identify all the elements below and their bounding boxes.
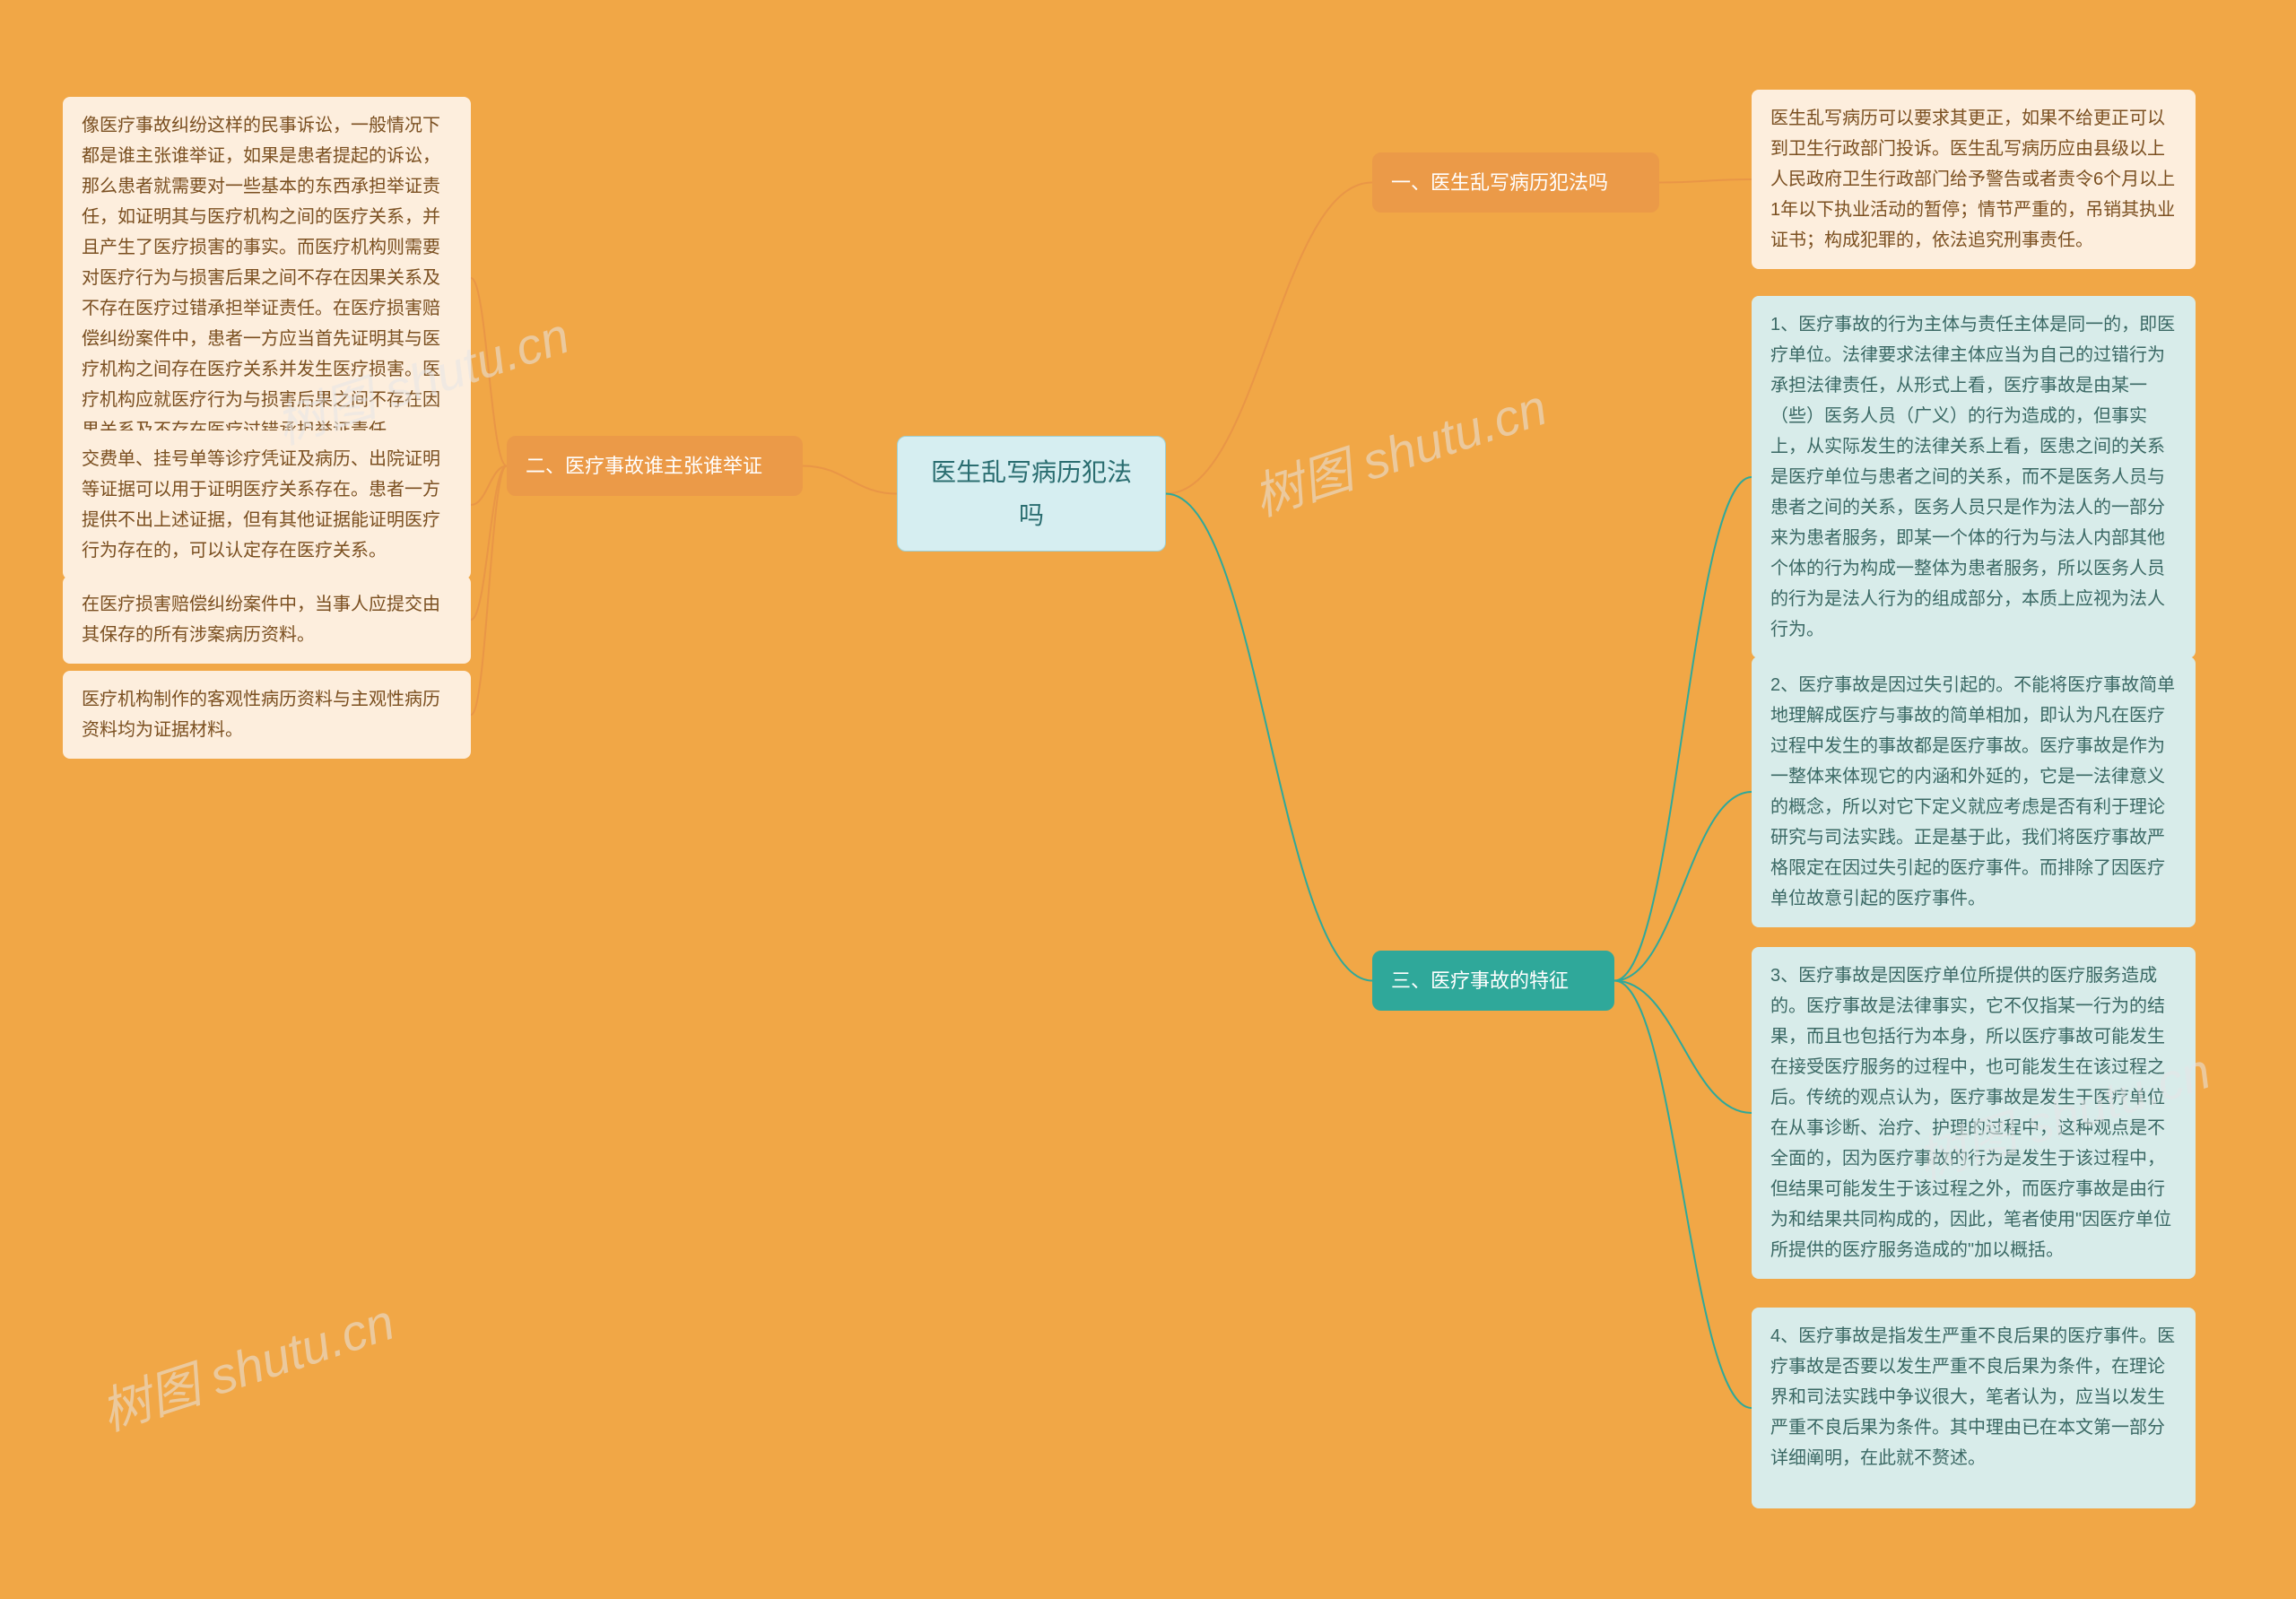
edge-b2-l2_2 xyxy=(471,466,507,506)
leaf-3-2-node[interactable]: 2、医疗事故是因过失引起的。不能将医疗事故简单地理解成医疗与事故的简单相加，即认… xyxy=(1752,656,2196,927)
leaf-3-2-text: 2、医疗事故是因过失引起的。不能将医疗事故简单地理解成医疗与事故的简单相加，即认… xyxy=(1770,675,2175,908)
branch-2-node[interactable]: 二、医疗事故谁主张谁举证 xyxy=(507,436,803,496)
branch-3-node[interactable]: 三、医疗事故的特征 xyxy=(1372,951,1614,1011)
edge-b3-l3_1 xyxy=(1614,477,1752,981)
edge-b2-l2_4 xyxy=(471,466,507,716)
leaf-3-4-text: 4、医疗事故是指发生严重不良后果的医疗事件。医疗事故是否要以发生严重不良后果为条… xyxy=(1770,1326,2175,1468)
branch-2-text: 二、医疗事故谁主张谁举证 xyxy=(526,455,762,477)
leaf-1-1-text: 医生乱写病历可以要求其更正，如果不给更正可以到卫生行政部门投诉。医生乱写病历应由… xyxy=(1770,109,2175,250)
leaf-2-1-node[interactable]: 像医疗事故纠纷这样的民事诉讼，一般情况下都是谁主张谁举证，如果是患者提起的诉讼，… xyxy=(63,97,471,459)
root-text: 医生乱写病历犯法吗 xyxy=(931,458,1132,529)
branch-1-node[interactable]: 一、医生乱写病历犯法吗 xyxy=(1372,152,1659,213)
leaf-2-2-text: 交费单、挂号单等诊疗凭证及病历、出院证明等证据可以用于证明医疗关系存在。患者一方… xyxy=(82,449,440,561)
edge-root-b1 xyxy=(1166,183,1372,494)
edge-b2-l2_3 xyxy=(471,466,507,621)
edge-b1-l1_1 xyxy=(1659,179,1752,183)
leaf-2-1-text: 像医疗事故纠纷这样的民事诉讼，一般情况下都是谁主张谁举证，如果是患者提起的诉讼，… xyxy=(82,116,440,440)
edge-b3-l3_4 xyxy=(1614,981,1752,1409)
edge-b2-l2_1 xyxy=(471,278,507,466)
leaf-3-1-text: 1、医疗事故的行为主体与责任主体是同一的，即医疗单位。法律要求法律主体应当为自己… xyxy=(1770,315,2175,639)
mindmap-canvas: { "canvas": { "width": 2560, "height": 1… xyxy=(0,0,2296,1599)
edge-root-b2 xyxy=(803,466,897,494)
leaf-3-1-node[interactable]: 1、医疗事故的行为主体与责任主体是同一的，即医疗单位。法律要求法律主体应当为自己… xyxy=(1752,296,2196,658)
root-node[interactable]: 医生乱写病历犯法吗 xyxy=(897,436,1166,552)
leaf-2-3-node[interactable]: 在医疗损害赔偿纠纷案件中，当事人应提交由其保存的所有涉案病历资料。 xyxy=(63,576,471,664)
leaf-1-1-node[interactable]: 医生乱写病历可以要求其更正，如果不给更正可以到卫生行政部门投诉。医生乱写病历应由… xyxy=(1752,90,2196,269)
watermark-text: 树图 shutu.cn xyxy=(91,1282,403,1446)
branch-3-text: 三、医疗事故的特征 xyxy=(1391,969,1569,992)
watermark-text: 树图 shutu.cn xyxy=(1243,368,1555,531)
leaf-3-4-node[interactable]: 4、医疗事故是指发生严重不良后果的医疗事件。医疗事故是否要以发生严重不良后果为条… xyxy=(1752,1308,2196,1508)
leaf-2-3-text: 在医疗损害赔偿纠纷案件中，当事人应提交由其保存的所有涉案病历资料。 xyxy=(82,595,440,645)
edge-b3-l3_2 xyxy=(1614,792,1752,981)
leaf-2-4-node[interactable]: 医疗机构制作的客观性病历资料与主观性病历资料均为证据材料。 xyxy=(63,671,471,759)
leaf-3-3-node[interactable]: 3、医疗事故是因医疗单位所提供的医疗服务造成的。医疗事故是法律事实，它不仅指某一… xyxy=(1752,947,2196,1279)
leaf-2-4-text: 医疗机构制作的客观性病历资料与主观性病历资料均为证据材料。 xyxy=(82,690,440,740)
edge-root-b3 xyxy=(1166,494,1372,981)
leaf-3-3-text: 3、医疗事故是因医疗单位所提供的医疗服务造成的。医疗事故是法律事实，它不仅指某一… xyxy=(1770,966,2171,1260)
edge-b3-l3_3 xyxy=(1614,981,1752,1114)
branch-1-text: 一、医生乱写病历犯法吗 xyxy=(1391,171,1608,194)
leaf-2-2-node[interactable]: 交费单、挂号单等诊疗凭证及病历、出院证明等证据可以用于证明医疗关系存在。患者一方… xyxy=(63,430,471,579)
